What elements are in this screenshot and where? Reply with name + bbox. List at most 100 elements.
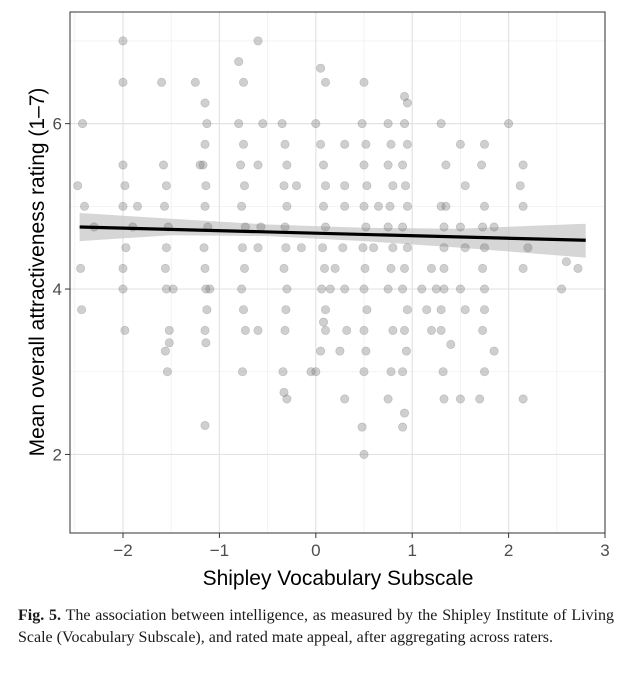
data-point [399,263,409,273]
data-point [479,284,489,294]
x-tick-label: 0 [311,541,320,560]
data-point [386,139,396,149]
scatter-plot-figure: −2 −1 0 1 2 3 2 4 6 Shipley Vocabulary Subscale… [26,11,610,590]
data-point [277,119,287,129]
data-point [162,367,172,377]
data-point [402,139,412,149]
data-point [383,284,393,294]
data-point [282,201,292,211]
data-point [159,160,169,170]
data-point [201,338,211,348]
data-point [357,119,367,129]
data-point [118,201,128,211]
data-point [398,222,408,232]
data-point [358,243,368,253]
data-point [160,263,170,273]
data-point [385,201,395,211]
data-point [439,394,449,404]
regression-line-layer [79,225,586,242]
data-point [318,317,328,327]
data-point [239,305,249,315]
data-point [479,305,489,315]
y-tick-label: 2 [53,445,62,464]
data-point [253,243,263,253]
data-point [402,98,412,108]
data-point [383,222,393,232]
data-point [340,284,350,294]
x-tick-label: 3 [600,541,609,560]
data-point [373,201,383,211]
data-point [201,284,211,294]
figure-label: Fig. 5. [18,607,62,624]
data-point [234,119,244,129]
data-point [573,263,583,273]
data-point [455,394,465,404]
data-point [455,139,465,149]
data-point [279,181,289,191]
data-point [478,222,488,232]
data-point [240,181,250,191]
data-point [118,36,128,46]
data-point [436,325,446,335]
data-point [338,243,348,253]
data-point [340,181,350,191]
data-point [399,408,409,418]
data-point [200,139,210,149]
data-point [515,181,525,191]
data-point [234,57,244,67]
data-point [460,305,470,315]
data-point [357,422,367,432]
confidence-band-layer [79,213,586,258]
data-point [316,139,326,149]
data-point [282,160,292,170]
data-point [78,119,88,129]
data-point [238,243,248,253]
data-point [311,367,321,377]
data-point [318,243,328,253]
figure-caption: Fig. 5. The association between intellig… [18,605,614,649]
data-point [340,394,350,404]
data-point [518,394,528,404]
data-point [238,367,248,377]
y-axis-ticks: 2 4 6 [53,115,70,464]
data-point [478,325,488,335]
confidence-band [79,213,586,258]
data-points-layer [73,36,583,459]
data-point [161,181,171,191]
data-point [400,181,410,191]
y-tick-label: 6 [53,115,62,134]
data-point [316,346,326,356]
data-point [388,181,398,191]
data-point [383,119,393,129]
data-point [133,201,143,211]
data-point [280,222,290,232]
data-point [320,77,330,87]
data-point [161,284,171,294]
data-point [280,325,290,335]
data-point [118,160,128,170]
data-point [438,367,448,377]
data-point [195,160,205,170]
data-point [200,98,210,108]
data-point [478,263,488,273]
data-point [282,394,292,404]
data-point [320,222,330,232]
data-point [76,263,86,273]
data-point [73,181,83,191]
data-point [359,449,369,459]
data-point [236,160,246,170]
data-point [335,346,345,356]
data-point [77,305,87,315]
data-point [281,243,291,253]
data-point [489,346,499,356]
data-point [477,160,487,170]
y-axis-title: Mean overall attractiveness rating (1–7) [26,88,49,457]
data-point [383,394,393,404]
data-point [518,263,528,273]
data-point [523,243,533,253]
data-point [475,394,485,404]
data-point [386,263,396,273]
data-point [460,243,470,253]
data-point [316,63,326,73]
data-point [439,243,449,253]
